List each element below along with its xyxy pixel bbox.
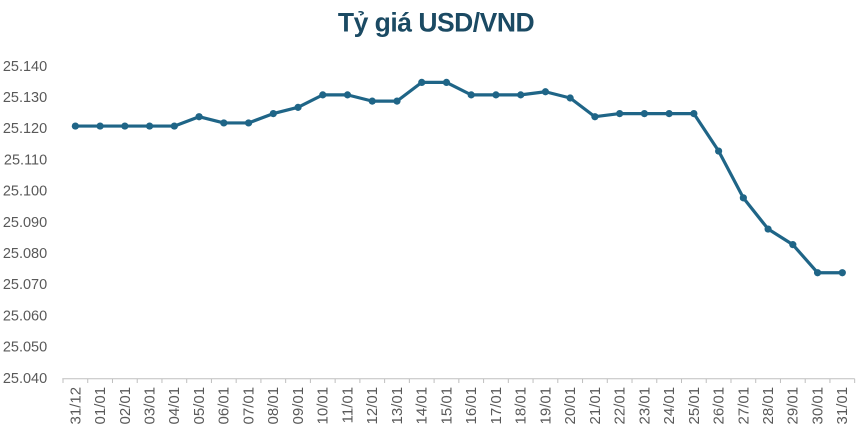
svg-text:25.060: 25.060 bbox=[3, 308, 47, 324]
svg-text:06/01: 06/01 bbox=[216, 387, 233, 425]
svg-text:25.120: 25.120 bbox=[3, 121, 47, 137]
svg-text:29/01: 29/01 bbox=[785, 387, 802, 425]
svg-text:25.100: 25.100 bbox=[3, 184, 47, 200]
svg-text:25.140: 25.140 bbox=[3, 59, 47, 75]
svg-text:03/01: 03/01 bbox=[141, 387, 158, 425]
svg-text:19/01: 19/01 bbox=[537, 387, 554, 425]
svg-text:25.080: 25.080 bbox=[3, 246, 47, 262]
svg-text:28/01: 28/01 bbox=[760, 387, 777, 425]
svg-text:07/01: 07/01 bbox=[240, 387, 257, 425]
svg-text:15/01: 15/01 bbox=[438, 387, 455, 425]
svg-text:25.070: 25.070 bbox=[3, 277, 47, 293]
svg-text:21/01: 21/01 bbox=[587, 387, 604, 425]
svg-text:08/01: 08/01 bbox=[265, 387, 282, 425]
svg-text:25/01: 25/01 bbox=[686, 387, 703, 425]
svg-text:25.050: 25.050 bbox=[3, 340, 47, 356]
svg-text:23/01: 23/01 bbox=[636, 387, 653, 425]
svg-text:13/01: 13/01 bbox=[389, 387, 406, 425]
svg-text:31/01: 31/01 bbox=[834, 387, 851, 425]
svg-text:02/01: 02/01 bbox=[117, 387, 134, 425]
svg-text:26/01: 26/01 bbox=[711, 387, 728, 425]
svg-text:25.110: 25.110 bbox=[4, 152, 47, 168]
svg-text:16/01: 16/01 bbox=[463, 387, 480, 425]
svg-text:25.130: 25.130 bbox=[3, 90, 47, 106]
svg-text:01/01: 01/01 bbox=[92, 387, 109, 425]
svg-text:Tỷ giá USD/VND: Tỷ giá USD/VND bbox=[338, 8, 535, 38]
svg-text:20/01: 20/01 bbox=[562, 387, 579, 425]
svg-text:10/01: 10/01 bbox=[315, 387, 332, 425]
svg-text:30/01: 30/01 bbox=[809, 387, 826, 425]
svg-text:11/01: 11/01 bbox=[339, 387, 356, 423]
svg-text:18/01: 18/01 bbox=[513, 387, 530, 425]
svg-text:25.090: 25.090 bbox=[3, 215, 47, 231]
svg-text:09/01: 09/01 bbox=[290, 387, 307, 425]
svg-text:31/12: 31/12 bbox=[67, 387, 84, 425]
svg-text:04/01: 04/01 bbox=[166, 387, 183, 425]
svg-text:05/01: 05/01 bbox=[191, 387, 208, 425]
svg-text:27/01: 27/01 bbox=[735, 387, 752, 425]
svg-text:25.040: 25.040 bbox=[3, 371, 47, 387]
svg-text:24/01: 24/01 bbox=[661, 387, 678, 425]
svg-text:17/01: 17/01 bbox=[488, 387, 505, 425]
svg-text:22/01: 22/01 bbox=[612, 387, 629, 425]
svg-text:12/01: 12/01 bbox=[364, 387, 381, 425]
svg-text:14/01: 14/01 bbox=[414, 387, 431, 425]
